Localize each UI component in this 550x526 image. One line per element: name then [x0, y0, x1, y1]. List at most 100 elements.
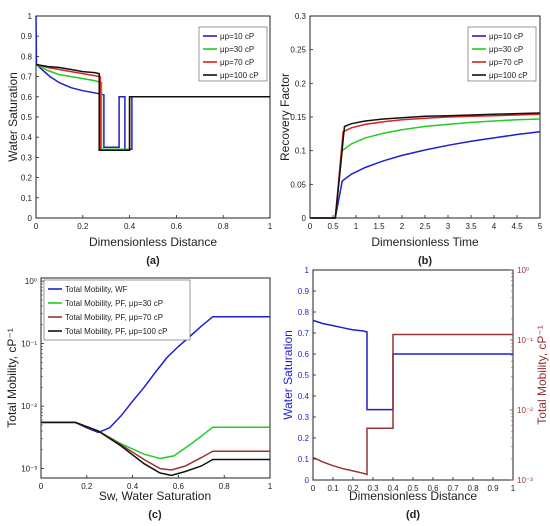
y-tick-label: 0.1 — [295, 147, 307, 156]
y-tick-label: 0.6 — [298, 350, 310, 359]
y-tick-label: 0 — [305, 476, 310, 485]
y-tick-label: 0.05 — [290, 180, 306, 189]
y-tick-label: 0.2 — [295, 79, 307, 88]
legend-entry-label: μp=100 cP — [489, 71, 528, 80]
x-tick-label: 0.2 — [81, 482, 93, 491]
panel-c-label: (c) — [148, 509, 162, 521]
x-tick-label: 0.5 — [327, 222, 339, 231]
y2-tick-label: 10⁻³ — [517, 476, 533, 485]
panel-d: 0 0.1 0.2 0.3 0.4 0.5 0.6 0.7 0.8 0.9 1 0 0.1 0.2 0.3… — [281, 266, 549, 521]
y-tick-label: 0.2 — [21, 174, 33, 183]
series-line-1 — [41, 315, 270, 434]
x-tick-label: 0.3 — [367, 484, 379, 493]
legend-entry-label: μp=70 cP — [489, 58, 523, 67]
legend-entry-label: μp=100 cP — [220, 71, 259, 80]
x-tick-label: 0.4 — [124, 222, 136, 231]
y-tick-label: 1 — [305, 266, 310, 275]
x-tick-label: 0.8 — [218, 222, 230, 231]
y-tick-label: 0 — [28, 214, 33, 223]
x-tick-label: 0.7 — [447, 484, 459, 493]
x-tick-label: 0.4 — [387, 484, 399, 493]
y-tick-label: 0.3 — [298, 413, 310, 422]
series-line-4 — [41, 421, 270, 477]
panel-b-ylabel: Recovery Factor — [278, 73, 292, 161]
x-tick-label: 0 — [311, 484, 316, 493]
x-tick-label: 0.8 — [219, 482, 231, 491]
x-tick-label: 1.5 — [373, 222, 385, 231]
y-tick-label: 0.1 — [21, 194, 33, 203]
x-tick-label: 3.5 — [465, 222, 477, 231]
x-tick-label: 0.1 — [327, 484, 339, 493]
x-tick-label: 0.8 — [467, 484, 479, 493]
panel-d-xlabel: Dimensionless Distance — [349, 489, 477, 503]
y-tick-label: 0.8 — [298, 308, 310, 317]
legend-entry-label: Total Mobility, PF, μp=30 cP — [65, 299, 163, 308]
y-tick-label: 0.5 — [298, 371, 310, 380]
panel-a-ylabel: Water Saturation — [6, 72, 20, 162]
x-tick-label: 1 — [511, 484, 516, 493]
legend-entry-label: Total Mobility, PF, μp=70 cP — [65, 313, 163, 322]
y-tick-label: 10⁻² — [21, 402, 37, 411]
legend-entry-label: μp=10 cP — [489, 32, 523, 41]
y2-tick-label: 10⁰ — [517, 266, 529, 275]
y-tick-label: 0.9 — [21, 32, 33, 41]
y-tick-label: 0.4 — [21, 133, 33, 142]
series-line-4 — [35, 63, 270, 152]
x-tick-label: 1 — [268, 482, 273, 491]
x-tick-label: 0.4 — [127, 482, 139, 491]
y-tick-label: 0.3 — [21, 153, 33, 162]
panel-d-y2label: Total Mobility, cP⁻¹ — [535, 325, 549, 424]
y-tick-label: 1 — [28, 12, 33, 21]
x-tick-label: 0.6 — [427, 484, 439, 493]
x-tick-label: 0 — [39, 482, 44, 491]
x-tick-label: 0.5 — [407, 484, 419, 493]
panel-a-label: (a) — [146, 255, 160, 267]
y2-tick-label: 10⁻¹ — [517, 336, 533, 345]
x-tick-label: 4 — [492, 222, 497, 231]
panel-a-xlabel: Dimensionless Distance — [89, 235, 217, 249]
panel-d-plot-area — [312, 269, 514, 481]
y-tick-label: 0.1 — [298, 455, 310, 464]
x-tick-label: 2 — [400, 222, 405, 231]
y-tick-label: 0.4 — [298, 392, 310, 401]
legend-entry-label: Total Mobility, PF, μp=100 cP — [65, 327, 168, 336]
legend-entry-label: μp=30 cP — [489, 45, 523, 54]
y-tick-label: 0.7 — [298, 329, 310, 338]
y-tick-label: 0.15 — [290, 113, 306, 122]
y-tick-label: 0.25 — [290, 46, 306, 55]
panel-c-xlabel: Sw, Water Saturation — [99, 489, 211, 503]
y-tick-label: 0.8 — [21, 52, 33, 61]
panel-a-legend: μp=10 cP μp=30 cP μp=70 cP μp=100 cP — [198, 26, 268, 82]
x-tick-label: 5 — [538, 222, 543, 231]
x-tick-label: 1 — [268, 222, 273, 231]
y-tick-label: 0.3 — [295, 12, 307, 21]
y-tick-label: 0.6 — [21, 93, 33, 102]
x-tick-label: 0.9 — [487, 484, 499, 493]
panel-d-label: (d) — [406, 509, 420, 521]
panel-a: 0 0.2 0.4 0.6 0.8 1 0 0.1 0.2 0.3 0.4 0.5 0.6 0.7 0.8… — [6, 12, 273, 267]
x-tick-label: 3 — [446, 222, 451, 231]
y-tick-label: 0.5 — [21, 113, 33, 122]
legend-entry-label: Total Mobility, WF — [65, 285, 128, 294]
series-line-2 — [312, 333, 513, 476]
x-tick-label: 0.6 — [173, 482, 185, 491]
y-tick-label: 0.7 — [21, 73, 33, 82]
panel-d-ylabel: Water Saturation — [281, 330, 295, 420]
series-line-4 — [310, 112, 541, 219]
x-tick-label: 1 — [354, 222, 359, 231]
panel-b-legend: μp=10 cP μp=30 cP μp=70 cP μp=100 cP — [467, 26, 537, 82]
x-tick-label: 0.6 — [171, 222, 183, 231]
y2-tick-label: 10⁻² — [517, 406, 533, 415]
y-tick-label: 10⁰ — [25, 277, 37, 286]
series-line-3 — [310, 113, 541, 219]
panel-c-ylabel: Total Mobility, cP⁻¹ — [5, 328, 19, 427]
y-tick-label: 0.2 — [298, 434, 310, 443]
panel-b: 0 0.5 1 1.5 2 2.5 3 3.5 4 4.5 5 0 0.05 0.1 0.15 0.2 0.2… — [278, 12, 543, 267]
legend-entry-label: μp=10 cP — [220, 32, 254, 41]
panel-b-label: (b) — [418, 255, 432, 267]
x-tick-label: 0.2 — [347, 484, 359, 493]
y-tick-label: 10⁻¹ — [21, 340, 37, 349]
panel-c: 0 0.2 0.4 0.6 0.8 1 10⁻³ 10⁻² 10⁻¹ 10⁰ Sw, Water… — [5, 277, 273, 521]
x-tick-label: 0 — [34, 222, 39, 231]
